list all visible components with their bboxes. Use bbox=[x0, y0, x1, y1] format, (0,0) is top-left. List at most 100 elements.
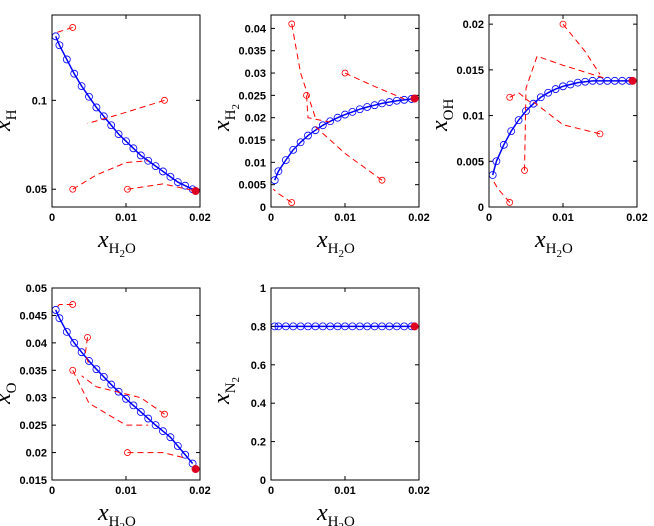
y-tick-label: 0.025 bbox=[19, 420, 47, 432]
label-base: x bbox=[316, 227, 328, 253]
marker bbox=[499, 140, 508, 149]
y-axis-label: xO bbox=[0, 382, 20, 405]
marker bbox=[596, 76, 604, 85]
start-marker bbox=[303, 91, 310, 99]
marker bbox=[318, 121, 327, 130]
series-line bbox=[492, 179, 511, 203]
marker bbox=[122, 394, 130, 403]
marker bbox=[55, 314, 64, 323]
y-axis-label: xH bbox=[0, 109, 20, 132]
marker bbox=[159, 427, 167, 436]
marker bbox=[144, 156, 153, 165]
end-marker bbox=[410, 322, 419, 331]
label-base: x bbox=[0, 393, 16, 405]
y-tick-label: 0.025 bbox=[238, 90, 266, 102]
axes-box bbox=[52, 15, 200, 207]
marker bbox=[492, 157, 501, 166]
marker bbox=[166, 433, 175, 442]
marker bbox=[181, 181, 190, 190]
axes-frame bbox=[270, 14, 420, 208]
marker bbox=[173, 442, 182, 450]
x-tick-label: 0.02 bbox=[408, 212, 429, 224]
start-marker bbox=[124, 185, 131, 193]
series-line bbox=[81, 375, 165, 415]
y-tick-label: 0.04 bbox=[26, 338, 48, 350]
y-tick-label: 0.2 bbox=[251, 437, 266, 449]
label-subscript: O bbox=[4, 382, 20, 393]
series-line bbox=[291, 23, 316, 118]
x-axis-label: xH2O bbox=[316, 227, 355, 260]
y-axis-label: xOH bbox=[427, 99, 457, 132]
start-marker bbox=[559, 20, 567, 28]
axes-box bbox=[52, 288, 200, 480]
y-tick-label: 0.03 bbox=[26, 393, 47, 405]
x-tick-label: 0.01 bbox=[334, 485, 355, 497]
series-line bbox=[127, 452, 186, 459]
marker bbox=[122, 137, 130, 146]
subplot: 0 0.01 0.02 0.015 0.02 0.025 0.03 0.035 0.04 0.04… bbox=[0, 283, 211, 526]
marker bbox=[151, 421, 160, 430]
marker bbox=[588, 76, 597, 85]
x-axis-label: xH2O bbox=[316, 500, 355, 526]
marker bbox=[159, 167, 167, 176]
label-subscript: 2 bbox=[339, 521, 345, 526]
x-axis-label: xH2O bbox=[534, 227, 573, 260]
series-line bbox=[344, 72, 405, 100]
series-line bbox=[54, 303, 73, 311]
marker bbox=[400, 95, 409, 104]
x-tick-label: 0.01 bbox=[552, 212, 573, 224]
y-tick-label: 0.6 bbox=[251, 360, 266, 372]
marker bbox=[392, 322, 401, 331]
axes-frame bbox=[488, 14, 638, 208]
x-axis-label: xH2O bbox=[97, 227, 136, 260]
label-subscript: 2 bbox=[230, 104, 242, 110]
end-marker bbox=[191, 465, 200, 474]
x-tick-label: 0 bbox=[486, 212, 492, 224]
label-subscript: H bbox=[223, 109, 239, 120]
start-marker bbox=[124, 449, 131, 456]
start-marker bbox=[69, 366, 77, 374]
marker bbox=[370, 101, 379, 110]
marker bbox=[559, 82, 567, 91]
marker bbox=[514, 116, 523, 125]
marker bbox=[566, 80, 575, 89]
x-tick-label: 0.01 bbox=[115, 485, 136, 497]
y-tick-label: 0.015 bbox=[238, 135, 266, 147]
start-marker bbox=[69, 301, 77, 308]
y-tick-label: 0.1 bbox=[32, 95, 47, 107]
marker bbox=[129, 144, 138, 153]
marker bbox=[289, 145, 298, 154]
x-tick-label: 0.02 bbox=[189, 212, 210, 224]
marker bbox=[573, 78, 582, 87]
label-subscript: 2 bbox=[120, 248, 126, 260]
label-base: x bbox=[0, 120, 16, 132]
marker bbox=[107, 121, 116, 130]
marker bbox=[544, 88, 553, 97]
marker bbox=[92, 103, 101, 112]
marker bbox=[136, 408, 145, 416]
y-tick-label: 0.01 bbox=[245, 157, 266, 169]
y-tick-label: 0 bbox=[260, 475, 266, 487]
y-tick-label: 0.015 bbox=[456, 65, 484, 77]
label-subscript: O bbox=[562, 241, 573, 257]
marker bbox=[173, 178, 182, 187]
label-subscript: O bbox=[125, 514, 136, 526]
marker bbox=[99, 372, 108, 381]
label-subscript: H bbox=[328, 514, 339, 526]
label-subscript: H bbox=[109, 514, 120, 526]
x-tick-label: 0 bbox=[49, 212, 55, 224]
x-tick-label: 0.02 bbox=[626, 212, 647, 224]
start-marker bbox=[521, 167, 528, 174]
label-base: x bbox=[209, 120, 235, 132]
label-subscript: H bbox=[109, 241, 120, 257]
marker bbox=[355, 105, 364, 114]
marker bbox=[274, 167, 283, 176]
y-tick-label: 0.02 bbox=[26, 448, 47, 460]
label-subscript: H bbox=[546, 241, 557, 257]
label-subscript: O bbox=[344, 241, 355, 257]
series-line bbox=[84, 337, 90, 365]
label-subscript: OH bbox=[441, 99, 457, 121]
